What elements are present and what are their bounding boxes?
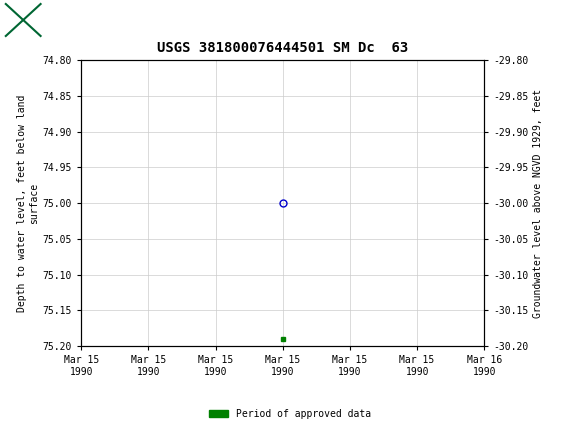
Title: USGS 381800076444501 SM Dc  63: USGS 381800076444501 SM Dc 63	[157, 41, 408, 55]
Text: USGS: USGS	[52, 12, 89, 28]
Y-axis label: Groundwater level above NGVD 1929, feet: Groundwater level above NGVD 1929, feet	[533, 89, 543, 318]
Y-axis label: Depth to water level, feet below land
surface: Depth to water level, feet below land su…	[17, 95, 39, 312]
FancyBboxPatch shape	[6, 4, 41, 36]
Legend: Period of approved data: Period of approved data	[205, 405, 375, 423]
